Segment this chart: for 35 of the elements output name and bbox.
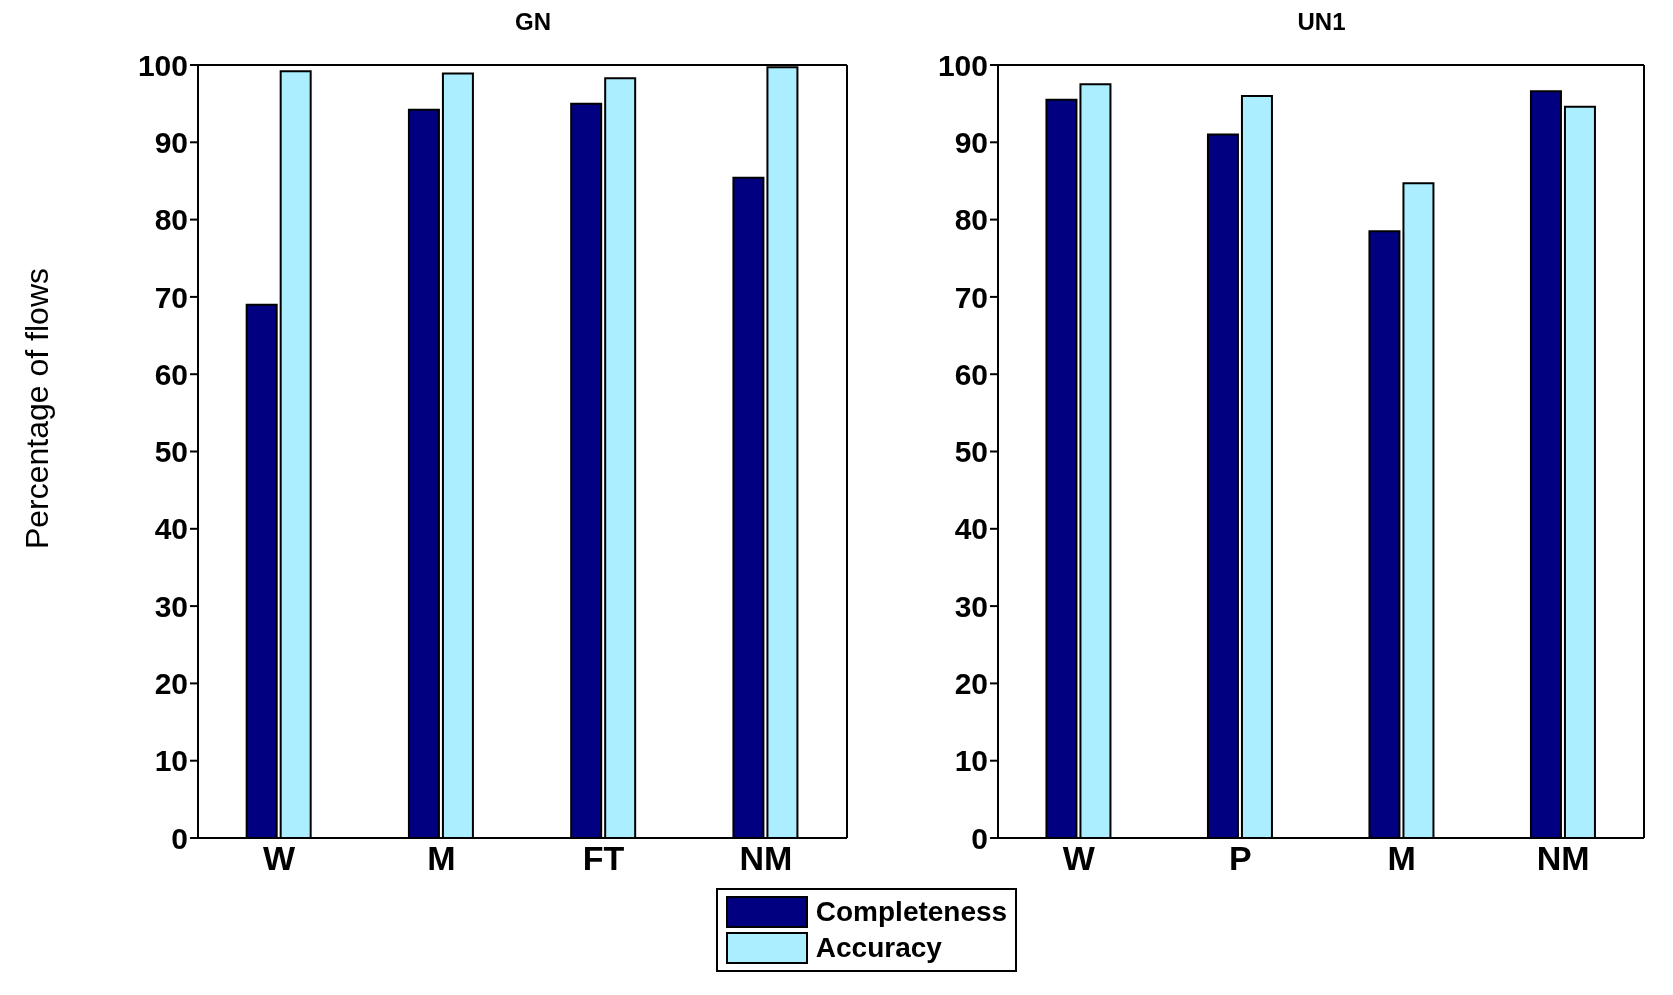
y-tick-label: 20 [154, 667, 188, 701]
x-tick-label: M [1387, 839, 1416, 878]
x-tick-label: M [427, 839, 456, 878]
y-tick-label: 30 [154, 589, 188, 623]
y-tick-label: 60 [154, 357, 188, 391]
y-tick-label: 40 [154, 512, 188, 546]
y-tick-label: 0 [971, 821, 988, 855]
y-tick-label: 60 [954, 357, 988, 391]
x-tick-label: NM [1536, 839, 1590, 878]
x-tick-label: P [1228, 839, 1252, 878]
y-tick-label: 40 [954, 512, 988, 546]
chart-title: GN [514, 8, 552, 36]
y-tick-label: 0 [171, 821, 188, 855]
x-tick-label: W [263, 839, 297, 878]
y-tick-label: 50 [154, 435, 188, 469]
x-tick-label: W [1062, 839, 1096, 878]
x-tick-label: FT [582, 839, 625, 878]
y-tick-label: 10 [954, 744, 988, 778]
y-tick-label: 70 [154, 280, 188, 314]
y-tick-label: 80 [954, 203, 988, 237]
y-tick-label: 50 [954, 435, 988, 469]
y-tick-label: 90 [954, 125, 988, 159]
y-tick-label: 70 [954, 280, 988, 314]
y-tick-label: 30 [954, 589, 988, 623]
y-tick-label: 20 [954, 667, 988, 701]
chart-title: UN1 [1296, 8, 1347, 36]
legend-label: Accuracy [815, 932, 942, 964]
y-tick-label: 80 [154, 203, 188, 237]
x-tick-label: NM [739, 839, 793, 878]
y-tick-label: 90 [154, 125, 188, 159]
legend-label: Completeness [815, 896, 1008, 928]
y-tick-label: 100 [937, 48, 988, 82]
y-axis-title: Percentage of flows [19, 267, 57, 549]
y-tick-label: 10 [154, 744, 188, 778]
y-tick-label: 100 [137, 48, 188, 82]
